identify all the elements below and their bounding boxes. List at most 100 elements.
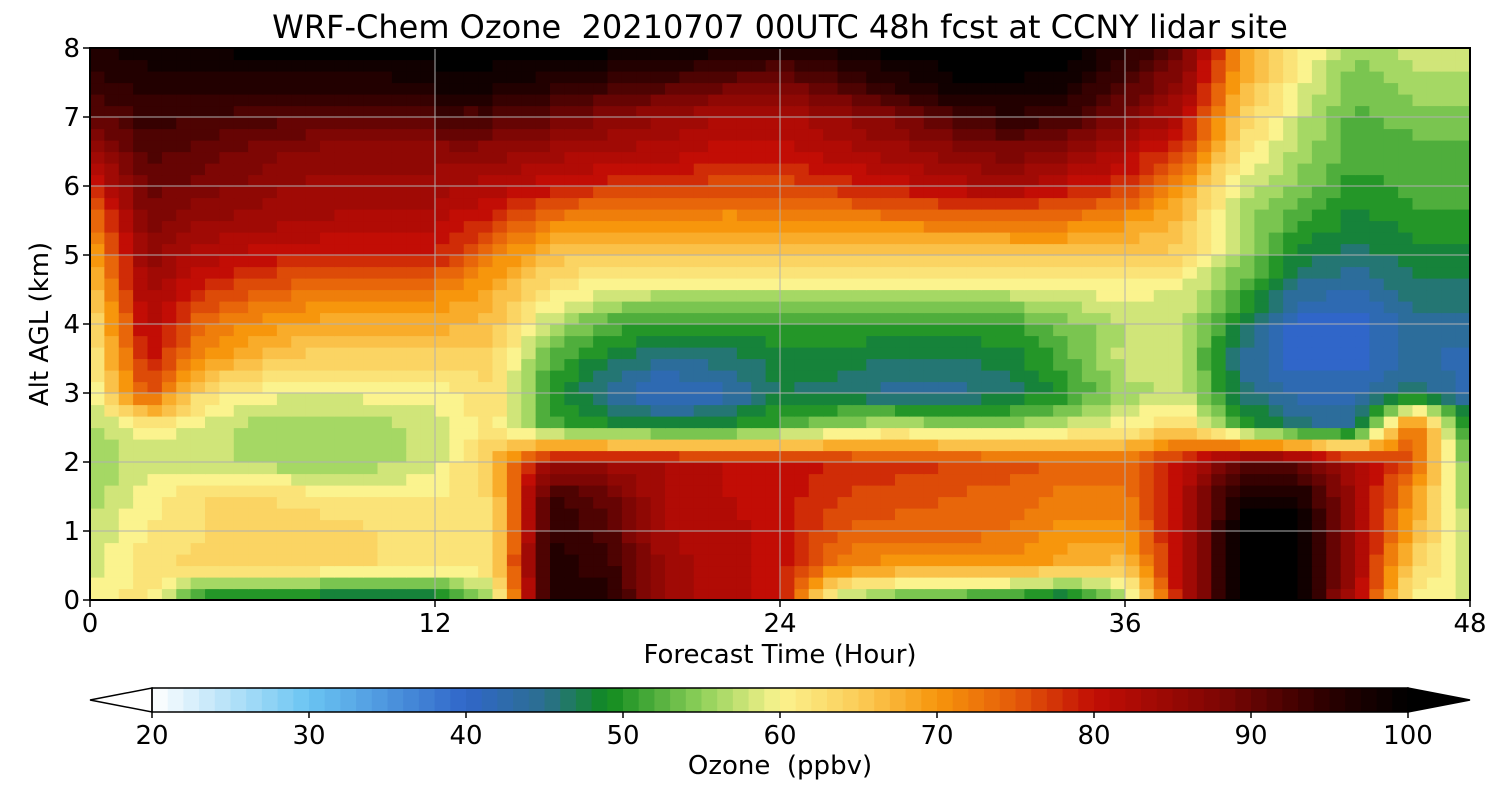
ozone-cell: [550, 496, 565, 509]
ozone-cell: [995, 163, 1011, 176]
ozone-cell: [593, 439, 609, 452]
ozone-cell: [1182, 243, 1198, 256]
ozone-cell: [104, 519, 120, 532]
ozone-cell: [305, 151, 321, 164]
ozone-cell: [118, 197, 134, 210]
colorbar-segment: [1109, 688, 1126, 712]
ozone-cell: [1283, 220, 1299, 233]
ozone-cell: [823, 197, 839, 210]
ozone-cell: [1369, 577, 1385, 590]
ozone-cell: [621, 393, 637, 406]
ozone-cell: [1398, 48, 1414, 61]
ozone-cell: [1426, 416, 1442, 429]
ozone-cell: [564, 243, 580, 256]
ozone-cell: [1426, 301, 1442, 314]
ozone-cell: [578, 220, 594, 233]
ozone-cell: [952, 278, 968, 291]
ozone-cell: [780, 48, 795, 61]
ozone-cell: [1211, 508, 1227, 521]
ozone-cell: [248, 370, 264, 383]
ozone-cell: [650, 335, 666, 348]
ozone-cell: [1340, 588, 1356, 601]
ozone-cell: [952, 82, 968, 95]
ozone-cell: [1297, 59, 1313, 72]
ozone-cell: [736, 393, 752, 406]
ozone-cell: [1340, 496, 1356, 509]
ozone-cell: [90, 232, 105, 245]
ozone-cell: [1081, 427, 1097, 440]
ozone-cell: [161, 381, 177, 394]
ozone-cell: [1254, 324, 1270, 337]
ozone-cell: [1268, 531, 1284, 544]
ozone-cell: [880, 266, 896, 279]
ozone-cell: [104, 209, 120, 222]
ozone-cell: [550, 358, 565, 371]
ozone-cell: [995, 243, 1011, 256]
ozone-cell: [463, 163, 479, 176]
ozone-cell: [406, 381, 422, 394]
ozone-cell: [104, 496, 120, 509]
ozone-cell: [248, 508, 264, 521]
ozone-cell: [1024, 577, 1040, 590]
ozone-cell: [923, 48, 939, 61]
ozone-cell: [995, 220, 1011, 233]
ozone-cell: [1297, 588, 1313, 601]
ozone-cell: [1297, 531, 1313, 544]
ozone-cell: [1340, 381, 1356, 394]
ozone-cell: [1038, 82, 1054, 95]
ozone-cell: [693, 71, 709, 84]
ozone-cell: [492, 519, 508, 532]
ozone-cell: [1383, 312, 1399, 325]
ozone-cell: [1240, 186, 1255, 199]
ozone-cell: [765, 324, 781, 337]
ozone-cell: [751, 473, 767, 486]
ozone-cell: [808, 117, 824, 130]
ozone-cell: [679, 312, 695, 325]
ozone-cell: [880, 220, 896, 233]
ozone-cell: [1053, 128, 1069, 141]
ozone-cell: [506, 496, 522, 509]
ozone-cell: [1182, 370, 1198, 383]
ozone-cell: [377, 404, 393, 417]
ozone-cell: [1441, 508, 1457, 521]
ozone-cell: [564, 289, 580, 302]
ozone-cell: [348, 266, 364, 279]
ozone-cell: [1326, 588, 1342, 601]
ozone-cell: [966, 312, 982, 325]
ozone-cell: [248, 117, 264, 130]
ozone-cell: [233, 128, 249, 141]
colorbar-segment: [481, 688, 498, 712]
ozone-cell: [1254, 232, 1270, 245]
ozone-cell: [866, 105, 882, 118]
ozone-cell: [593, 140, 609, 153]
ozone-cell: [966, 186, 982, 199]
ozone-cell: [1096, 519, 1112, 532]
ozone-cell: [1283, 117, 1299, 130]
ozone-cell: [665, 174, 680, 187]
ozone-cell: [1053, 163, 1069, 176]
ozone-cell: [1196, 59, 1212, 72]
ozone-cell: [837, 393, 853, 406]
ozone-cell: [449, 565, 465, 578]
ozone-cell: [104, 393, 120, 406]
ozone-cell: [981, 508, 997, 521]
ozone-cell: [1311, 289, 1327, 302]
ozone-cell: [636, 335, 652, 348]
ozone-cell: [1441, 59, 1457, 72]
ozone-cell: [276, 450, 292, 463]
ozone-cell: [1412, 324, 1428, 337]
ozone-cell: [722, 577, 738, 590]
ozone-cell: [334, 519, 350, 532]
ozone-cell: [923, 519, 939, 532]
ozone-cell: [1268, 128, 1284, 141]
ozone-cell: [1383, 393, 1399, 406]
ozone-cell: [693, 128, 709, 141]
ozone-cell: [1326, 232, 1342, 245]
ozone-cell: [1455, 289, 1471, 302]
ozone-cell: [578, 301, 594, 314]
ozone-cell: [1038, 243, 1054, 256]
ozone-cell: [1110, 508, 1126, 521]
ozone-cell: [1081, 542, 1097, 555]
ozone-cell: [147, 59, 163, 72]
ozone-cell: [1096, 473, 1112, 486]
